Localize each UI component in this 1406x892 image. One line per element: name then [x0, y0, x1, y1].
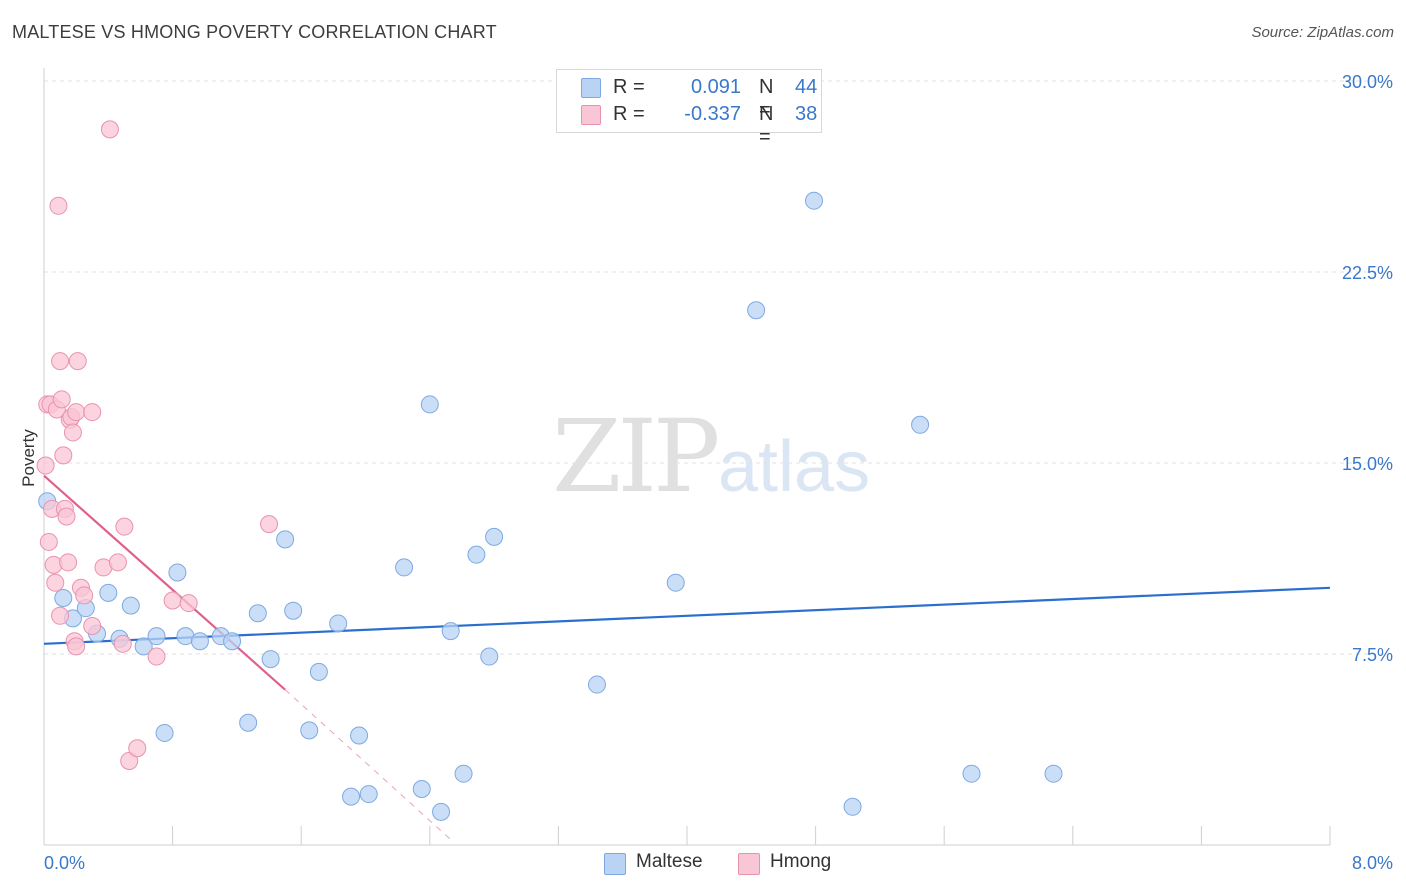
maltese-point: [485, 527, 504, 546]
maltese-point: [467, 545, 486, 564]
hmong-point: [54, 446, 73, 465]
hmong-point: [75, 586, 94, 605]
maltese-point: [329, 614, 348, 633]
maltese-point: [99, 583, 118, 602]
legend-n-value: 44: [795, 76, 818, 98]
maltese-point: [666, 573, 685, 592]
maltese-point: [441, 622, 460, 641]
maltese-point: [432, 802, 451, 821]
hmong-point: [108, 553, 127, 572]
maltese-point: [248, 604, 267, 623]
hmong-point: [57, 507, 76, 526]
legend-r-label: R =: [613, 76, 645, 98]
hmong-point: [46, 573, 65, 592]
hmong-point: [67, 403, 86, 422]
bottom-legend-label: Hmong: [770, 851, 832, 872]
maltese-point: [1044, 764, 1063, 783]
maltese-point: [342, 787, 361, 806]
y-axis-label: Poverty: [19, 429, 38, 487]
hmong-point: [49, 196, 68, 215]
maltese-point: [300, 721, 319, 740]
maltese-point: [454, 764, 473, 783]
hmong-point: [36, 456, 55, 475]
maltese-point: [168, 563, 187, 582]
legend-n-value: 38: [795, 103, 818, 125]
maltese-point: [239, 713, 258, 732]
maltese-point: [155, 723, 174, 742]
data-points: [36, 120, 1063, 821]
y-tick-label: 22.5%: [1342, 263, 1393, 283]
y-tick-label: 7.5%: [1352, 645, 1393, 665]
maltese-point: [587, 675, 606, 694]
hmong-point: [67, 637, 86, 656]
hmong-point: [120, 751, 139, 770]
legend-swatch-hmong: [581, 105, 601, 125]
hmong-point: [100, 120, 119, 139]
legend-r-label: R =: [613, 103, 645, 125]
legend-swatch-maltese: [581, 78, 601, 98]
legend-r-value: -0.337: [684, 103, 741, 125]
maltese-point: [276, 530, 295, 549]
maltese-point: [223, 632, 242, 651]
hmong-point: [51, 352, 70, 371]
stats-legend: R = 0.091 N = 44 R = -0.337 N = 38: [556, 69, 822, 148]
bottom-legend-swatch-hmong: [738, 853, 760, 875]
x-tick-label: 8.0%: [1352, 853, 1393, 873]
maltese-trend-line: [43, 586, 1331, 645]
maltese-point: [804, 191, 823, 210]
hmong-point: [128, 739, 147, 758]
hmong-point: [51, 606, 70, 625]
maltese-point: [843, 797, 862, 816]
y-tick-label: 30.0%: [1342, 72, 1393, 92]
hmong-point: [113, 634, 132, 653]
y-tick-label: 15.0%: [1342, 454, 1393, 474]
maltese-point: [284, 601, 303, 620]
hmong-point: [39, 532, 58, 551]
source-label: Source: ZipAtlas.com: [1251, 24, 1394, 41]
hmong-point: [59, 553, 78, 572]
hmong-point: [83, 403, 102, 422]
hmong-point: [68, 352, 87, 371]
hmong-point: [179, 594, 198, 613]
legend-n-label: N =: [759, 103, 774, 148]
chart-title: MALTESE VS HMONG POVERTY CORRELATION CHA…: [12, 22, 497, 42]
maltese-point: [911, 415, 930, 434]
maltese-point: [962, 764, 981, 783]
hmong-point: [115, 517, 134, 536]
watermark-atlas: atlas: [718, 427, 871, 507]
maltese-point: [190, 632, 209, 651]
hmong-point: [260, 515, 279, 534]
maltese-point: [359, 785, 378, 804]
legend-n-label: N =: [759, 76, 774, 121]
maltese-point: [309, 662, 328, 681]
bottom-legend-label: Maltese: [636, 851, 703, 872]
axes: [43, 68, 1331, 846]
maltese-point: [747, 301, 766, 320]
maltese-point: [480, 647, 499, 666]
maltese-point: [412, 779, 431, 798]
hmong-point: [52, 390, 71, 409]
maltese-point: [261, 650, 280, 669]
tick-labels: 7.5% 15.0% 22.5% 30.0% 0.0% 8.0% Poverty: [19, 72, 1393, 873]
maltese-point: [395, 558, 414, 577]
maltese-point: [147, 627, 166, 646]
bottom-legend-swatch-maltese: [604, 853, 626, 875]
hmong-trend-extension: [284, 689, 455, 843]
hmong-point: [63, 423, 82, 442]
gridlines: [44, 80, 1392, 655]
x-tick-label: 0.0%: [44, 853, 85, 873]
maltese-point: [420, 395, 439, 414]
maltese-point: [350, 726, 369, 745]
watermark-zip: ZIP: [552, 398, 720, 515]
maltese-point: [54, 588, 73, 607]
trend-lines: [43, 474, 1331, 843]
hmong-point: [83, 616, 102, 635]
legend-r-value: 0.091: [690, 76, 741, 98]
hmong-trend-line: [43, 474, 286, 691]
hmong-point: [147, 647, 166, 666]
hmong-point: [163, 591, 182, 610]
maltese-point: [134, 637, 153, 656]
maltese-point: [121, 596, 140, 615]
